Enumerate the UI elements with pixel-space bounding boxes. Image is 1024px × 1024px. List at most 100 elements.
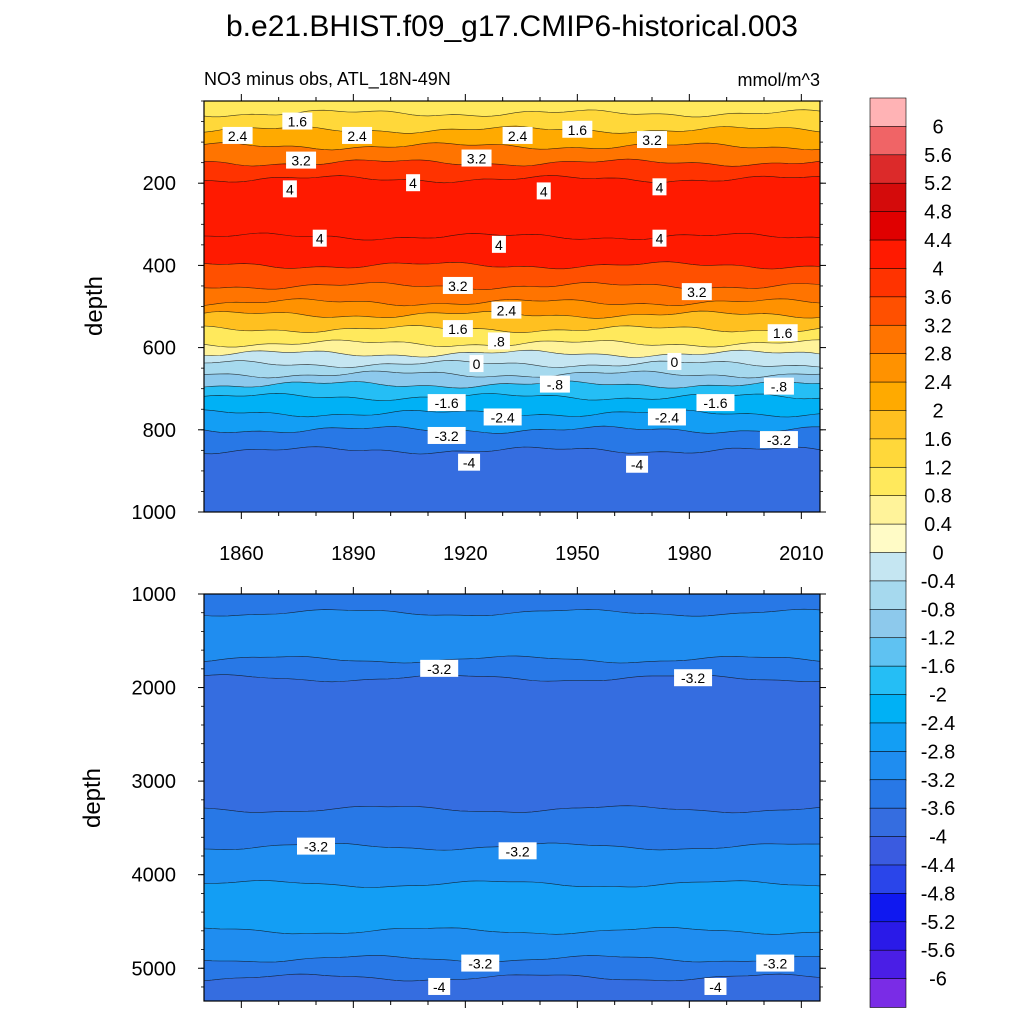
upper-contour-line: [204, 325, 820, 333]
colorbar-swatch: [869, 722, 907, 753]
svg-text:1.6: 1.6: [288, 114, 308, 130]
upper-xtick-label: 1950: [555, 543, 600, 565]
colorbar-label: -4.8: [921, 883, 955, 905]
svg-text:-3.2: -3.2: [304, 839, 328, 855]
upper-contour-label: 3.2: [637, 131, 667, 149]
colorbar-label: -2.4: [921, 713, 955, 735]
svg-text:1.6: 1.6: [568, 122, 588, 138]
variable-label: NO3 minus obs, ATL_18N-49N: [204, 69, 451, 90]
colorbar-label: -0.4: [921, 571, 955, 593]
upper-contour-label: 4: [652, 178, 667, 196]
lower-contour-line: [204, 973, 820, 982]
upper-ytick-label: 400: [143, 255, 176, 277]
colorbar-swatch: [869, 694, 907, 724]
svg-text:-3.2: -3.2: [427, 661, 451, 677]
upper-contour-line: [204, 360, 820, 369]
svg-text:-3.2: -3.2: [767, 432, 791, 448]
svg-text:3.2: 3.2: [642, 132, 662, 148]
colorbar-swatch: [869, 637, 907, 667]
colorbar-swatch: [869, 978, 907, 1008]
svg-text:-4: -4: [709, 979, 722, 995]
colorbar-swatch: [869, 893, 907, 923]
lower-contour-label: -3.2: [756, 954, 795, 972]
upper-contour-fill: [204, 339, 820, 358]
lower-contour-label: -3.2: [461, 954, 500, 972]
svg-text:4: 4: [409, 175, 417, 191]
upper-contour-label: 3.2: [461, 149, 492, 167]
upper-contour-label: 4: [491, 235, 506, 253]
colorbar-swatch: [869, 836, 907, 866]
upper-contour-line: [204, 380, 820, 389]
upper-contour-line: [204, 339, 820, 348]
colorbar-swatch: [869, 353, 907, 383]
upper-contour-line: [204, 349, 820, 358]
lower-contour-line: [204, 805, 820, 814]
lower-contour-label: -3.2: [297, 837, 335, 855]
upper-contour-label: 0: [667, 352, 682, 370]
colorbar-swatch: [869, 552, 907, 582]
upper-ytick-label: 200: [143, 173, 176, 195]
colorbar-swatch: [869, 182, 907, 213]
upper-contour-label: 2.4: [502, 126, 533, 144]
svg-text:-3.2: -3.2: [681, 670, 705, 686]
upper-contour-label: 2.4: [222, 126, 253, 144]
colorbar-label: -1.2: [921, 628, 955, 650]
lower-contour-fill: [204, 655, 820, 682]
colorbar-label: 2.4: [924, 372, 952, 394]
upper-xtick-label: 1980: [667, 543, 712, 565]
upper-contour-line: [204, 282, 820, 290]
upper-contour-line: [204, 425, 820, 434]
upper-ylabel: depth: [81, 276, 108, 336]
upper-contour-label: 1.6: [282, 112, 313, 130]
colorbar-label: 6: [932, 116, 943, 138]
colorbar-swatch: [869, 779, 907, 809]
colorbar-swatch: [869, 807, 907, 838]
svg-text:4: 4: [540, 183, 548, 199]
colorbar-swatch: [869, 239, 907, 270]
upper-contour-line: [204, 142, 820, 151]
colorbar-label: -3.2: [921, 770, 955, 792]
colorbar-label: 2.8: [924, 344, 952, 366]
lower-contour-line: [204, 880, 820, 888]
colorbar-label: 4.8: [924, 202, 952, 224]
svg-text:3.2: 3.2: [467, 151, 487, 167]
upper-contour-label: -.8: [763, 377, 794, 395]
svg-text:-2.4: -2.4: [491, 409, 515, 425]
svg-text:-3.2: -3.2: [763, 956, 787, 972]
upper-contour-label: -.8: [539, 375, 570, 393]
svg-text:-4: -4: [631, 457, 644, 473]
colorbar-label: 0.4: [924, 514, 952, 536]
colorbar-label: -0.8: [921, 599, 955, 621]
colorbar-label: 5.2: [924, 173, 952, 195]
svg-text:-.8: -.8: [771, 379, 788, 395]
upper-contour-line: [204, 232, 820, 241]
upper-contour-line: [204, 261, 820, 270]
colorbar-swatch: [869, 381, 907, 412]
upper-contour-label: -3.2: [427, 426, 466, 444]
lower-ytick-label: 2000: [132, 678, 177, 700]
upper-contour-fill: [204, 311, 820, 333]
colorbar-swatch: [869, 126, 907, 156]
colorbar-label: 4: [932, 258, 943, 280]
upper-contour-label: 1.6: [767, 324, 798, 342]
svg-text:4: 4: [316, 231, 324, 247]
lower-ytick-label: 5000: [132, 958, 177, 980]
upper-contour-line: [204, 446, 820, 455]
lower-contour-fill: [204, 609, 820, 663]
svg-text:0: 0: [671, 354, 679, 370]
lower-plot-frame: [203, 593, 821, 1002]
upper-contour-label: 3.2: [681, 283, 712, 301]
upper-contour-label: 3.2: [286, 151, 317, 169]
upper-contour-fill: [204, 446, 820, 512]
svg-text:2.4: 2.4: [228, 128, 248, 144]
upper-contour-fill: [204, 101, 820, 117]
upper-contour-line: [204, 175, 820, 184]
colorbar-label: -5.6: [921, 940, 955, 962]
svg-text:-3.2: -3.2: [506, 843, 530, 859]
lower-contour-label: -3.2: [420, 659, 459, 677]
upper-contour-label: -4: [626, 455, 649, 473]
colorbar-swatch: [869, 495, 907, 525]
colorbar-swatch: [869, 523, 907, 554]
colorbar-swatch: [869, 438, 907, 469]
